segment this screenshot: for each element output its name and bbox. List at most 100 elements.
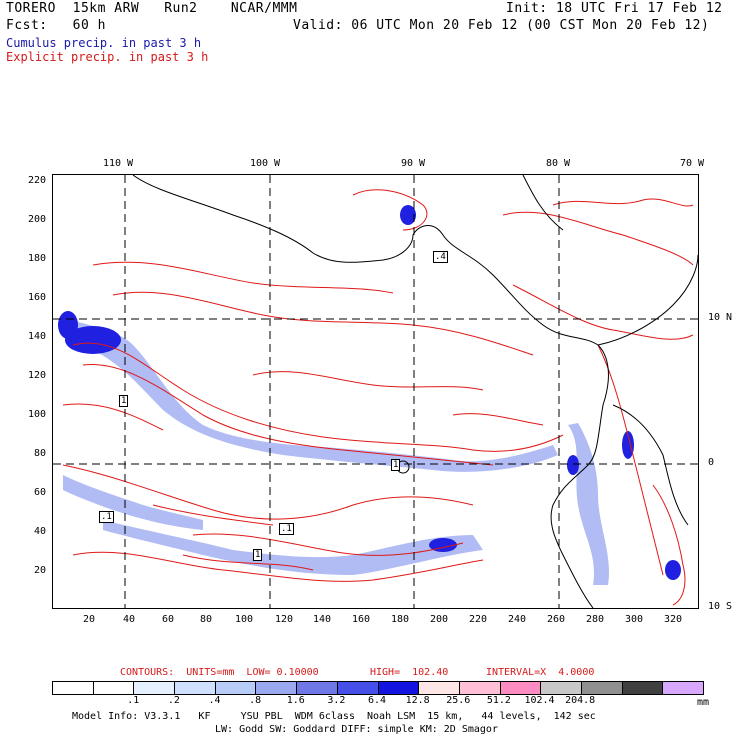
colorbar-label: 3.2 xyxy=(327,695,346,706)
contour-line xyxy=(552,198,694,207)
precip-core xyxy=(665,560,681,580)
coastline-main xyxy=(132,175,609,608)
y-tick: 140 xyxy=(27,331,46,342)
cumulus-shading xyxy=(63,315,610,585)
x-tick: 160 xyxy=(351,614,371,625)
map-svg xyxy=(53,175,698,608)
x-tick: 180 xyxy=(390,614,410,625)
title-left: TORERO 15km ARW Run2 NCAR/MMM xyxy=(6,1,298,16)
init-time: Init: 18 UTC Fri 17 Feb 12 xyxy=(506,1,723,16)
colorbar-label: 6.4 xyxy=(367,695,387,706)
colorbar-label: .8 xyxy=(249,695,262,706)
cumulus-legend: Cumulus precip. in past 3 h xyxy=(6,36,202,50)
y-tick: 120 xyxy=(27,370,46,381)
contour-line xyxy=(62,403,164,431)
model-info: Model Info: V3.3.1 KF YSU PBL WDM 6class… xyxy=(72,711,596,722)
contour-line xyxy=(502,211,694,266)
y-tick: 40 xyxy=(33,526,46,537)
lon-label: 80 W xyxy=(545,158,571,169)
colorbar-swatch xyxy=(53,682,94,694)
contour-line xyxy=(252,371,484,391)
contours-interval: INTERVAL=X 4.0000 xyxy=(486,667,595,678)
contour-line xyxy=(72,342,564,452)
x-tick: 260 xyxy=(546,614,566,625)
contour-line xyxy=(72,551,484,582)
precip-core xyxy=(65,326,121,354)
coastline-north-sa xyxy=(597,254,698,346)
contour-line xyxy=(512,284,694,340)
intense-cores xyxy=(58,205,681,580)
lon-label: 100 W xyxy=(249,158,281,169)
colorbar-swatch xyxy=(378,682,420,694)
colorbar-label: 102.4 xyxy=(524,695,555,706)
coastlines xyxy=(132,175,698,608)
precip-core xyxy=(58,311,78,339)
x-tick: 40 xyxy=(122,614,136,625)
precip-band-southwest xyxy=(63,475,203,530)
colorbar-swatch xyxy=(297,682,338,694)
colorbar-swatch xyxy=(134,682,176,694)
valid-time: Valid: 06 UTC Mon 20 Feb 12 (00 CST Mon … xyxy=(293,18,710,33)
y-tick: 20 xyxy=(33,565,46,576)
precip-colorbar xyxy=(52,681,704,695)
contour-label-box: .4 xyxy=(433,251,448,263)
lon-label: 90 W xyxy=(400,158,426,169)
y-tick: 200 xyxy=(27,214,46,225)
colorbar-label: .2 xyxy=(167,695,180,706)
colorbar-label: .4 xyxy=(208,695,221,706)
x-tick: 60 xyxy=(161,614,175,625)
contour-line xyxy=(152,504,274,526)
precip-band-south xyxy=(103,520,483,575)
colorbar-label: 204.8 xyxy=(565,695,596,706)
contour-label-box: 1 xyxy=(119,395,129,407)
contour-line xyxy=(652,484,686,606)
colorbar-swatch xyxy=(175,682,216,694)
contour-label-box: 1 xyxy=(253,549,263,561)
lon-label: 70 W xyxy=(679,158,705,169)
precip-map: 1 1 .1 .1 .4 1 xyxy=(52,174,699,609)
contour-line xyxy=(62,464,474,520)
precip-core xyxy=(567,455,579,475)
contour-line xyxy=(112,291,534,356)
colorbar-swatch xyxy=(581,682,623,694)
contour-label-box: .1 xyxy=(99,511,114,523)
forecast-hour: Fcst: 60 h xyxy=(6,18,106,33)
x-tick: 80 xyxy=(199,614,213,625)
precip-core xyxy=(400,205,416,225)
contour-line xyxy=(597,344,664,576)
colorbar-swatch xyxy=(622,682,664,694)
colorbar-swatch xyxy=(337,682,379,694)
contour-line xyxy=(92,261,394,294)
colorbar-swatch xyxy=(541,682,582,694)
colorbar-unit: mm xyxy=(697,697,710,708)
contour-line xyxy=(82,363,494,466)
contour-line xyxy=(352,189,428,231)
contours-high: HIGH= 102.40 xyxy=(370,667,449,678)
lat-lon-grid xyxy=(53,175,698,608)
contour-line xyxy=(182,554,314,571)
precip-band-north xyxy=(63,315,558,472)
contour-label-box: 1 xyxy=(391,459,401,471)
x-tick: 220 xyxy=(468,614,488,625)
contours-info: CONTOURS: UNITS=mm LOW= 0.10000 xyxy=(120,667,319,678)
coastline-caribbean xyxy=(522,175,564,231)
x-tick: 120 xyxy=(274,614,294,625)
y-tick: 220 xyxy=(27,175,46,186)
lat-label: 10 S xyxy=(708,601,733,612)
y-tick: 160 xyxy=(27,292,46,303)
colorbar-swatch xyxy=(215,682,257,694)
colorbar-swatch xyxy=(500,682,542,694)
colorbar-swatch xyxy=(663,682,703,694)
explicit-legend: Explicit precip. in past 3 h xyxy=(6,50,209,64)
x-tick: 300 xyxy=(624,614,644,625)
x-tick: 100 xyxy=(234,614,254,625)
precip-band-east xyxy=(568,423,610,585)
colorbar-label: 25.6 xyxy=(446,695,471,706)
lat-label: 10 N xyxy=(708,312,733,323)
x-tick: 280 xyxy=(585,614,605,625)
contour-line xyxy=(192,533,464,556)
y-tick: 60 xyxy=(33,487,46,498)
x-tick: 200 xyxy=(429,614,449,625)
explicit-contours xyxy=(62,189,694,606)
y-tick: 100 xyxy=(27,409,46,420)
